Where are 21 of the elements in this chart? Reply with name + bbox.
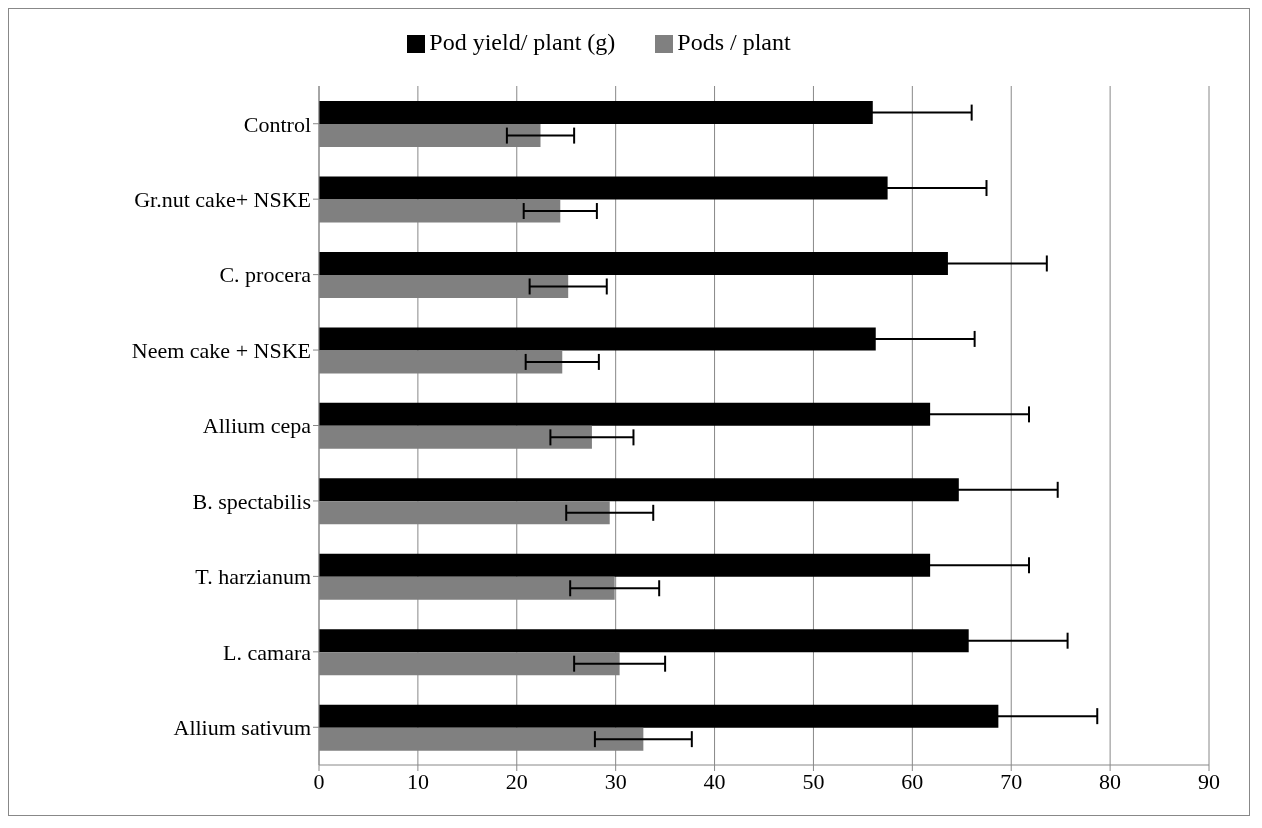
x-tick-label: 40 bbox=[703, 768, 726, 794]
x-tick-label: 30 bbox=[604, 768, 627, 794]
y-tick-label: Neem cake + NSKE bbox=[131, 337, 311, 363]
x-tick-label: 60 bbox=[901, 768, 924, 794]
y-tick-label: T. harzianum bbox=[195, 564, 311, 590]
y-tick-label: L. camara bbox=[223, 639, 312, 665]
x-tick-label: 20 bbox=[505, 768, 528, 794]
y-tick-label: C. procera bbox=[219, 262, 312, 288]
legend-label: Pod yield/ plant (g) bbox=[429, 29, 616, 55]
y-tick-label: Allium cepa bbox=[202, 413, 312, 439]
x-tick-label: 90 bbox=[1198, 768, 1220, 794]
x-tick-label: 50 bbox=[802, 768, 825, 794]
x-tick-label: 80 bbox=[1099, 768, 1122, 794]
x-tick-label: 10 bbox=[406, 768, 429, 794]
legend-label: Pods / plant bbox=[677, 29, 791, 55]
y-tick-label: Allium sativum bbox=[173, 715, 311, 741]
y-tick-label: B. spectabilis bbox=[192, 488, 311, 514]
x-tick-label: 0 bbox=[313, 768, 325, 794]
x-tick-label: 70 bbox=[1000, 768, 1023, 794]
y-tick-label: Control bbox=[243, 111, 311, 137]
y-tick-label: Gr.nut cake+ NSKE bbox=[134, 186, 311, 212]
